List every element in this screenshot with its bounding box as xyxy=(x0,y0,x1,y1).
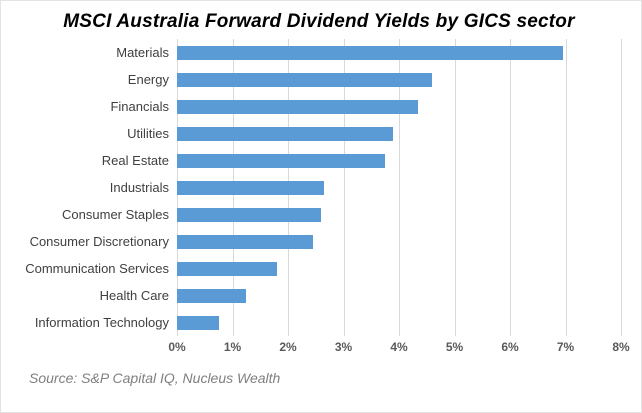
category-label: Industrials xyxy=(109,180,169,195)
gridline xyxy=(565,39,567,336)
category-label: Consumer Staples xyxy=(62,207,169,222)
bar-energy xyxy=(177,72,433,87)
x-tick-label: 6% xyxy=(501,340,519,354)
x-tick-label: 2% xyxy=(279,340,297,354)
source-note: Source: S&P Capital IQ, Nucleus Wealth xyxy=(29,370,281,386)
category-label: Consumer Discretionary xyxy=(29,234,169,249)
x-tick-label: 7% xyxy=(556,340,575,354)
bar-real-estate xyxy=(177,153,386,168)
bar-health-care xyxy=(177,288,247,303)
category-label: Real Estate xyxy=(101,153,169,168)
x-tick-label: 8% xyxy=(612,340,630,354)
x-tick-label: 3% xyxy=(334,340,353,354)
bar-row xyxy=(177,255,621,282)
chart-title: MSCI Australia Forward Dividend Yields b… xyxy=(63,11,575,32)
bar-row xyxy=(177,66,621,93)
bar-row xyxy=(177,282,621,309)
x-axis: 0% 1% 2% 3% 4% 5% 6% 7% 8% xyxy=(168,340,629,362)
gridline xyxy=(510,39,511,336)
gridline xyxy=(399,39,400,336)
gridline xyxy=(343,39,345,336)
x-tick-label: 5% xyxy=(445,340,464,354)
bar-information-technology xyxy=(177,315,219,330)
bar-industrials xyxy=(177,180,325,195)
gridline xyxy=(454,39,456,336)
plot-column: 0% 1% 2% 3% 4% 5% 6% 7% 8% xyxy=(168,39,630,362)
category-label: Communication Services xyxy=(25,261,169,276)
bar-utilities xyxy=(177,126,394,141)
bar-row xyxy=(177,120,621,147)
bar-materials xyxy=(177,45,563,60)
gridline xyxy=(621,39,622,336)
bar-row xyxy=(177,147,621,174)
category-label: Utilities xyxy=(127,126,169,141)
plot-area xyxy=(177,39,622,336)
bar-communication-services xyxy=(177,261,277,276)
category-label: Health Care xyxy=(99,288,169,303)
x-tick-label: 1% xyxy=(223,340,242,354)
category-label: Materials xyxy=(116,45,169,60)
bar-row xyxy=(177,228,621,255)
bar-consumer-staples xyxy=(177,207,322,222)
category-label: Financials xyxy=(110,99,169,114)
bar-financials xyxy=(177,99,419,114)
bar-row xyxy=(177,39,621,66)
x-tick-label: 0% xyxy=(168,340,186,354)
bar-row xyxy=(177,201,621,228)
x-tick-label: 4% xyxy=(390,340,408,354)
bar-row xyxy=(177,93,621,120)
category-labels: Materials Energy Financials Utilities Real E… xyxy=(11,39,177,362)
bar-row xyxy=(177,174,621,201)
category-label: Information Technology xyxy=(34,315,169,330)
bar-consumer-discretionary xyxy=(177,234,313,249)
bar-chart: Materials Energy Financials Utilities Real E… xyxy=(11,39,630,362)
bar-row xyxy=(177,309,621,336)
category-label: Energy xyxy=(127,72,169,87)
